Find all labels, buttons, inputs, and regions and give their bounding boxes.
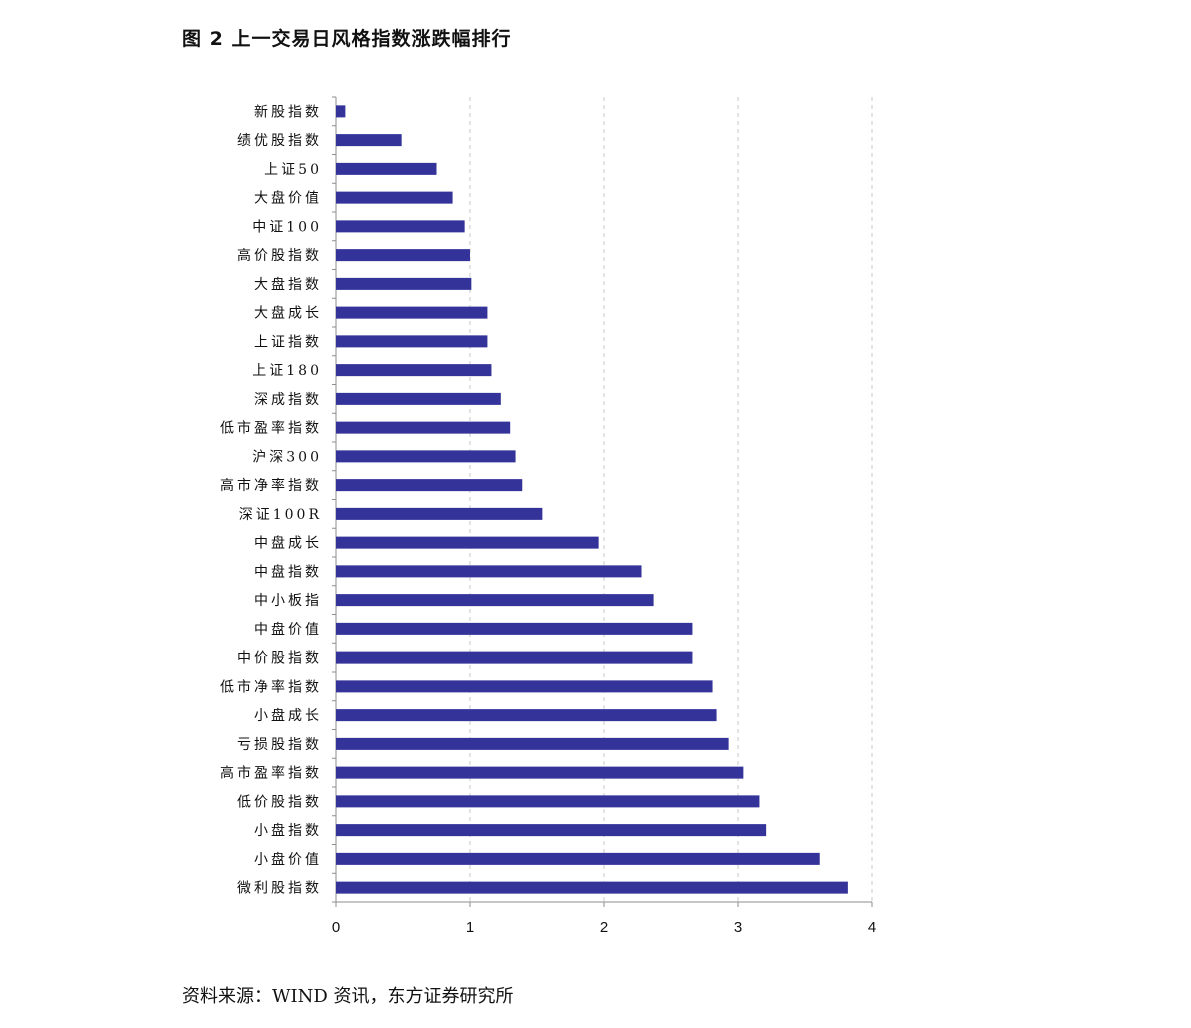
bar	[336, 249, 470, 262]
bar	[336, 479, 523, 492]
x-tick-label: 1	[466, 919, 474, 936]
category-label: 绩优股指数	[237, 133, 322, 149]
axes	[332, 96, 873, 907]
category-label: 中证100	[252, 219, 322, 235]
category-label: 大盘指数	[254, 276, 322, 293]
category-label: 大盘价值	[254, 190, 322, 207]
category-label: 高市盈率指数	[220, 765, 322, 782]
bar	[336, 392, 501, 405]
bar	[336, 306, 488, 319]
category-label: 高市净率指数	[220, 477, 322, 494]
bar	[336, 795, 760, 808]
category-label: 低市盈率指数	[220, 420, 322, 437]
category-label: 中盘成长	[254, 535, 322, 552]
category-label: 中盘价值	[254, 621, 322, 638]
bar	[336, 105, 346, 118]
category-label: 小盘价值	[254, 851, 322, 868]
source-note: 资料来源：WIND 资讯，东方证券研究所	[182, 986, 514, 1007]
category-label: 中价股指数	[237, 651, 322, 667]
category-label: 小盘指数	[254, 822, 322, 839]
bar	[336, 737, 729, 750]
category-label: 低价股指数	[237, 794, 322, 810]
x-tick-labels: 0 1 2 3 4	[332, 919, 876, 936]
x-tick-label: 4	[868, 919, 876, 936]
bar	[336, 594, 654, 607]
bar	[336, 134, 402, 147]
gridlines	[469, 97, 873, 902]
category-label: 高价股指数	[237, 247, 322, 264]
bar	[336, 536, 599, 549]
bar	[336, 220, 465, 233]
bar	[336, 766, 744, 779]
category-label: 小盘成长	[254, 707, 322, 724]
category-label: 深成指数	[254, 392, 322, 408]
bar	[336, 680, 713, 693]
category-label: 低市净率指数	[220, 678, 322, 695]
chart-title: 图 2 上一交易日风格指数涨跌幅排行	[182, 28, 512, 50]
bar	[336, 852, 820, 865]
category-label: 微利股指数	[237, 881, 322, 897]
x-tick-label: 2	[600, 919, 608, 936]
x-tick-label: 0	[332, 919, 340, 936]
bar	[336, 364, 492, 377]
bar	[336, 421, 511, 434]
category-label: 上证180	[252, 363, 322, 379]
category-label: 上证指数	[254, 334, 322, 350]
bar	[336, 824, 767, 837]
bar	[336, 450, 516, 463]
bars	[336, 105, 848, 894]
bar	[336, 565, 642, 578]
bar	[336, 881, 848, 894]
bar	[336, 162, 437, 175]
bar	[336, 651, 693, 664]
bar	[336, 507, 543, 520]
x-tick-label: 3	[734, 919, 742, 936]
bar	[336, 622, 693, 635]
category-label: 亏损股指数	[237, 737, 322, 753]
category-label: 大盘成长	[254, 305, 322, 322]
category-label: 深证100R	[239, 507, 322, 523]
bar	[336, 709, 717, 722]
category-label: 沪深300	[252, 449, 322, 465]
category-label: 新股指数	[254, 104, 322, 120]
bar	[336, 191, 453, 204]
category-label: 中小板指	[254, 593, 322, 609]
bar	[336, 277, 472, 290]
category-label: 上证50	[264, 162, 322, 178]
bar	[336, 335, 488, 348]
category-label: 中盘指数	[254, 563, 322, 580]
